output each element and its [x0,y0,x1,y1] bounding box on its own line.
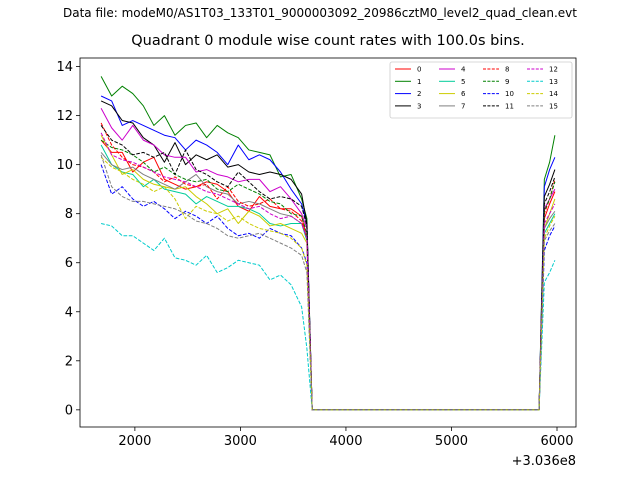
legend-label-13: 13 [549,78,558,86]
x-tick-label: 5000 [435,434,468,449]
legend-label-4: 4 [461,66,466,74]
y-tick-label: 0 [65,403,73,418]
y-tick-label: 4 [65,305,73,320]
y-tick-label: 14 [56,60,73,75]
series-line-13 [100,223,556,411]
series-line-12 [100,132,556,411]
series-line-3 [100,100,556,411]
series-line-0 [100,139,556,411]
series-line-10 [100,164,556,411]
y-tick-label: 6 [65,256,73,271]
legend-label-7: 7 [461,102,465,110]
plot-frame [79,57,577,428]
y-tick-label: 2 [65,354,73,369]
x-offset-label: +3.036e8 [512,454,576,469]
x-tick-label: 4000 [329,434,362,449]
legend-label-10: 10 [505,90,514,98]
y-tick-label: 12 [56,109,73,124]
series-line-11 [100,125,556,411]
legend-box [389,61,573,119]
y-tick-label: 8 [65,207,73,222]
series-line-15 [100,154,556,411]
legend-label-1: 1 [417,78,421,86]
series-line-8 [100,122,556,411]
x-tick-label: 2000 [118,434,151,449]
legend-label-15: 15 [549,102,558,110]
legend-label-12: 12 [549,66,558,74]
series-line-6 [100,134,556,411]
chart-title: Quadrant 0 module wise count rates with … [131,33,525,49]
series-line-5 [100,144,556,411]
series-line-9 [100,139,556,411]
legend-label-11: 11 [505,102,514,110]
series-line-2 [100,95,556,411]
figure-suptitle: Data file: modeM0/AS1T03_133T01_90000030… [63,6,577,20]
x-tick-label: 6000 [540,434,573,449]
series-line-1 [100,76,556,411]
legend-label-5: 5 [461,78,465,86]
legend-label-3: 3 [417,102,421,110]
legend-label-9: 9 [505,78,509,86]
legend-label-6: 6 [461,90,466,98]
legend-label-8: 8 [505,66,509,74]
legend-label-0: 0 [417,66,421,74]
x-tick-label: 3000 [224,434,257,449]
y-tick-label: 10 [56,158,73,173]
legend-label-2: 2 [417,90,421,98]
series-line-14 [100,156,556,411]
series-line-7 [100,152,556,411]
legend-label-14: 14 [549,90,558,98]
series-layer [100,76,556,411]
